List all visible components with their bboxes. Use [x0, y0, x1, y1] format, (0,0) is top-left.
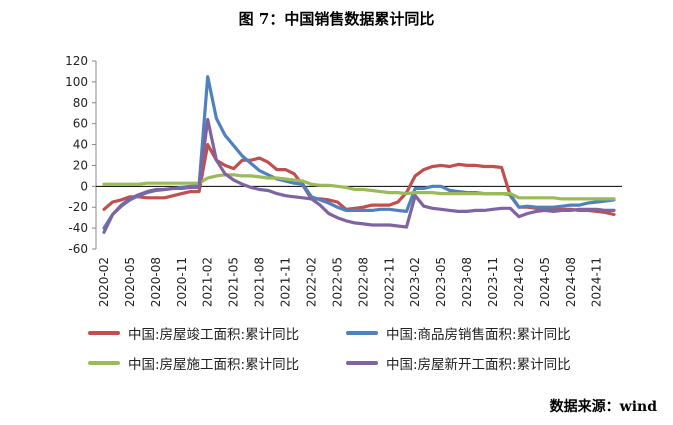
- legend-swatch: [346, 331, 378, 335]
- legend: 中国:房屋竣工面积:累计同比 中国:商品房销售面积:累计同比中国:房屋施工面积:累…: [88, 323, 648, 383]
- y-tick-label: -60: [68, 242, 88, 256]
- x-tick-label: 2022-02: [304, 257, 318, 307]
- legend-swatch: [88, 331, 120, 335]
- y-tick-label: 60: [73, 117, 88, 131]
- legend-item: 中国:房屋施工面积:累计同比: [88, 353, 299, 373]
- legend-item: 中国:商品房销售面积:累计同比: [346, 323, 571, 343]
- x-tick-label: 2021-02: [201, 257, 215, 307]
- y-tick-label: 80: [73, 96, 88, 110]
- legend-item: 中国:房屋竣工面积:累计同比: [88, 323, 299, 343]
- legend-item: 中国:房屋新开工面积:累计同比: [346, 353, 571, 373]
- x-tick-label: 2024-08: [564, 257, 578, 307]
- legend-label: 中国:房屋新开工面积:累计同比: [386, 357, 571, 373]
- x-tick-label: 2022-11: [382, 257, 396, 307]
- x-tick-label: 2021-08: [253, 257, 267, 307]
- x-tick-label: 2023-08: [460, 257, 474, 307]
- x-tick-label: 2021-11: [279, 257, 293, 307]
- x-tick-label: 2020-02: [97, 257, 111, 307]
- y-tick-label: 100: [65, 75, 88, 89]
- y-tick-label: 120: [65, 54, 88, 68]
- y-tick-label: 0: [80, 179, 88, 193]
- legend-label: 中国:商品房销售面积:累计同比: [386, 327, 571, 343]
- series-line-4: [102, 117, 616, 234]
- x-tick-label: 2023-02: [408, 257, 422, 307]
- x-tick-label: 2021-05: [227, 257, 241, 307]
- chart-title: 图 7：中国销售数据累计同比: [238, 10, 435, 28]
- y-tick-label: 40: [73, 138, 88, 152]
- x-tick-label: 2024-02: [512, 257, 526, 307]
- series-line-1: [102, 143, 616, 217]
- legend-swatch: [346, 361, 378, 365]
- legend-swatch: [88, 361, 120, 365]
- series-line-2: [102, 75, 616, 230]
- x-tick-label: 2023-05: [434, 257, 448, 307]
- x-tick-label: 2022-08: [356, 257, 370, 307]
- x-tick-label: 2020-05: [123, 257, 137, 307]
- y-tick-label: -40: [68, 221, 88, 235]
- x-tick-label: 2020-08: [149, 257, 163, 307]
- x-tick-label: 2022-05: [330, 257, 344, 307]
- x-tick-label: 2024-05: [538, 257, 552, 307]
- y-tick-label: 20: [73, 158, 88, 172]
- y-tick-label: -20: [68, 200, 88, 214]
- legend-label: 中国:房屋竣工面积:累计同比: [128, 327, 300, 343]
- x-tick-label: 2020-11: [175, 257, 189, 307]
- x-tick-label: 2024-11: [590, 257, 604, 307]
- legend-label: 中国:房屋施工面积:累计同比: [128, 357, 300, 373]
- series-line-3: [102, 173, 616, 201]
- x-tick-label: 2023-11: [486, 257, 500, 307]
- source-note: 数据来源：wind: [549, 399, 657, 415]
